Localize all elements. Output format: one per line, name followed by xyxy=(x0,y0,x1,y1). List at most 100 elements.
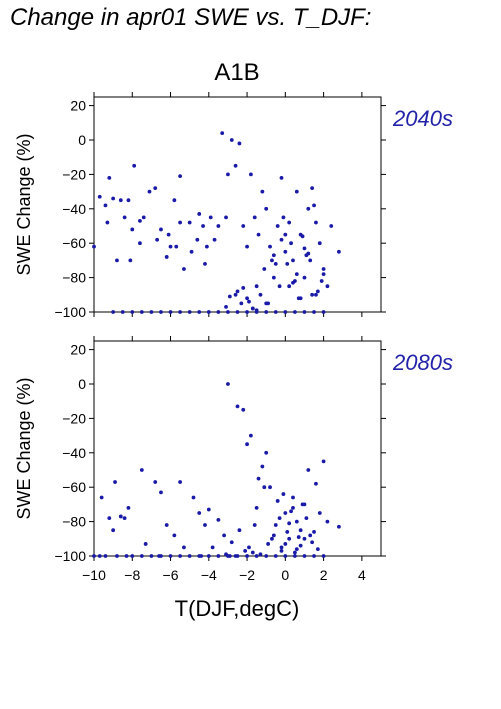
data-point xyxy=(241,407,246,412)
data-point xyxy=(277,516,282,521)
data-point xyxy=(248,172,253,177)
data-point xyxy=(204,244,209,249)
data-point xyxy=(277,284,282,289)
data-point xyxy=(235,289,240,294)
data-point xyxy=(252,523,257,527)
data-point xyxy=(210,545,215,550)
data-point xyxy=(294,547,299,552)
data-point xyxy=(126,505,131,510)
data-point xyxy=(294,519,299,524)
data-point xyxy=(264,310,269,314)
data-point xyxy=(147,189,152,194)
panel-label: 2080s xyxy=(392,350,453,375)
data-point xyxy=(197,212,202,216)
data-point xyxy=(130,227,135,232)
y-tick-label: −20 xyxy=(62,166,86,182)
data-point xyxy=(296,535,301,539)
data-point xyxy=(124,554,129,558)
data-point xyxy=(111,196,116,201)
x-tick-label: −6 xyxy=(163,567,179,583)
data-point xyxy=(222,533,227,538)
data-point xyxy=(314,220,318,225)
data-point xyxy=(279,237,284,242)
data-point xyxy=(220,131,225,136)
data-point xyxy=(233,292,238,297)
data-point xyxy=(105,220,110,225)
data-point xyxy=(111,310,116,314)
x-tick-label: 2 xyxy=(320,567,328,583)
data-point xyxy=(203,261,207,266)
data-point xyxy=(291,495,295,500)
data-point xyxy=(159,227,163,232)
data-point xyxy=(312,203,316,208)
data-point xyxy=(304,516,309,521)
data-point xyxy=(325,284,330,289)
page-title: Change in apr01 SWE vs. T_DJF: xyxy=(10,4,372,31)
data-point xyxy=(273,554,278,558)
scatter-panel-2040s: −100 −80 −60 −40 −20 0 20 SWE Change (%) 2040s xyxy=(14,92,453,320)
data-point xyxy=(178,554,183,558)
data-point xyxy=(283,232,288,237)
x-tick-label: −4 xyxy=(201,567,217,583)
data-point xyxy=(130,310,135,314)
data-point xyxy=(153,186,158,191)
data-point xyxy=(226,382,230,386)
data-point xyxy=(245,442,249,447)
data-point xyxy=(319,279,324,283)
data-point xyxy=(155,237,160,242)
data-point xyxy=(224,215,228,220)
data-point xyxy=(191,495,196,500)
data-point xyxy=(271,533,276,538)
data-point xyxy=(164,255,169,259)
data-point xyxy=(306,251,311,256)
data-point xyxy=(302,554,307,558)
data-point xyxy=(275,499,280,503)
data-point xyxy=(197,511,202,515)
data-point xyxy=(201,224,205,228)
data-point xyxy=(289,241,293,246)
data-point xyxy=(291,258,295,263)
data-point xyxy=(229,540,234,545)
data-point xyxy=(293,554,297,558)
y-axis-title: SWE Change (%) xyxy=(14,377,34,519)
data-point xyxy=(300,234,305,239)
y-tick-label: −40 xyxy=(62,201,86,217)
data-point xyxy=(139,310,144,314)
data-point xyxy=(227,294,232,299)
data-point xyxy=(283,249,288,254)
data-point xyxy=(298,543,303,548)
data-point xyxy=(268,485,272,490)
data-point xyxy=(268,244,272,249)
data-point xyxy=(245,310,249,314)
y-tick-label: 0 xyxy=(78,376,86,392)
x-axis-title: T(DJF,degC) xyxy=(175,596,300,621)
x-tick-label: 0 xyxy=(281,567,289,583)
data-point xyxy=(107,175,112,180)
panel-label: 2040s xyxy=(392,106,453,131)
data-point xyxy=(168,244,173,249)
data-point xyxy=(118,198,123,203)
data-point xyxy=(174,244,179,249)
data-point xyxy=(315,547,320,552)
data-point xyxy=(275,224,280,228)
data-point xyxy=(258,552,263,557)
data-point xyxy=(159,310,163,314)
y-tick-label: 20 xyxy=(70,342,86,358)
data-point xyxy=(252,215,257,220)
data-point xyxy=(264,554,269,558)
data-point xyxy=(149,310,154,314)
data-point xyxy=(139,468,144,472)
data-point xyxy=(325,519,330,524)
data-point xyxy=(312,554,316,558)
data-point xyxy=(256,476,261,481)
data-point xyxy=(203,523,207,527)
data-point xyxy=(266,301,271,306)
data-point xyxy=(317,511,322,515)
plot-frame xyxy=(93,340,382,557)
data-point xyxy=(291,280,295,285)
data-point xyxy=(149,554,154,558)
scenario-title: A1B xyxy=(214,59,259,86)
data-point xyxy=(97,554,102,558)
data-point xyxy=(264,206,269,211)
